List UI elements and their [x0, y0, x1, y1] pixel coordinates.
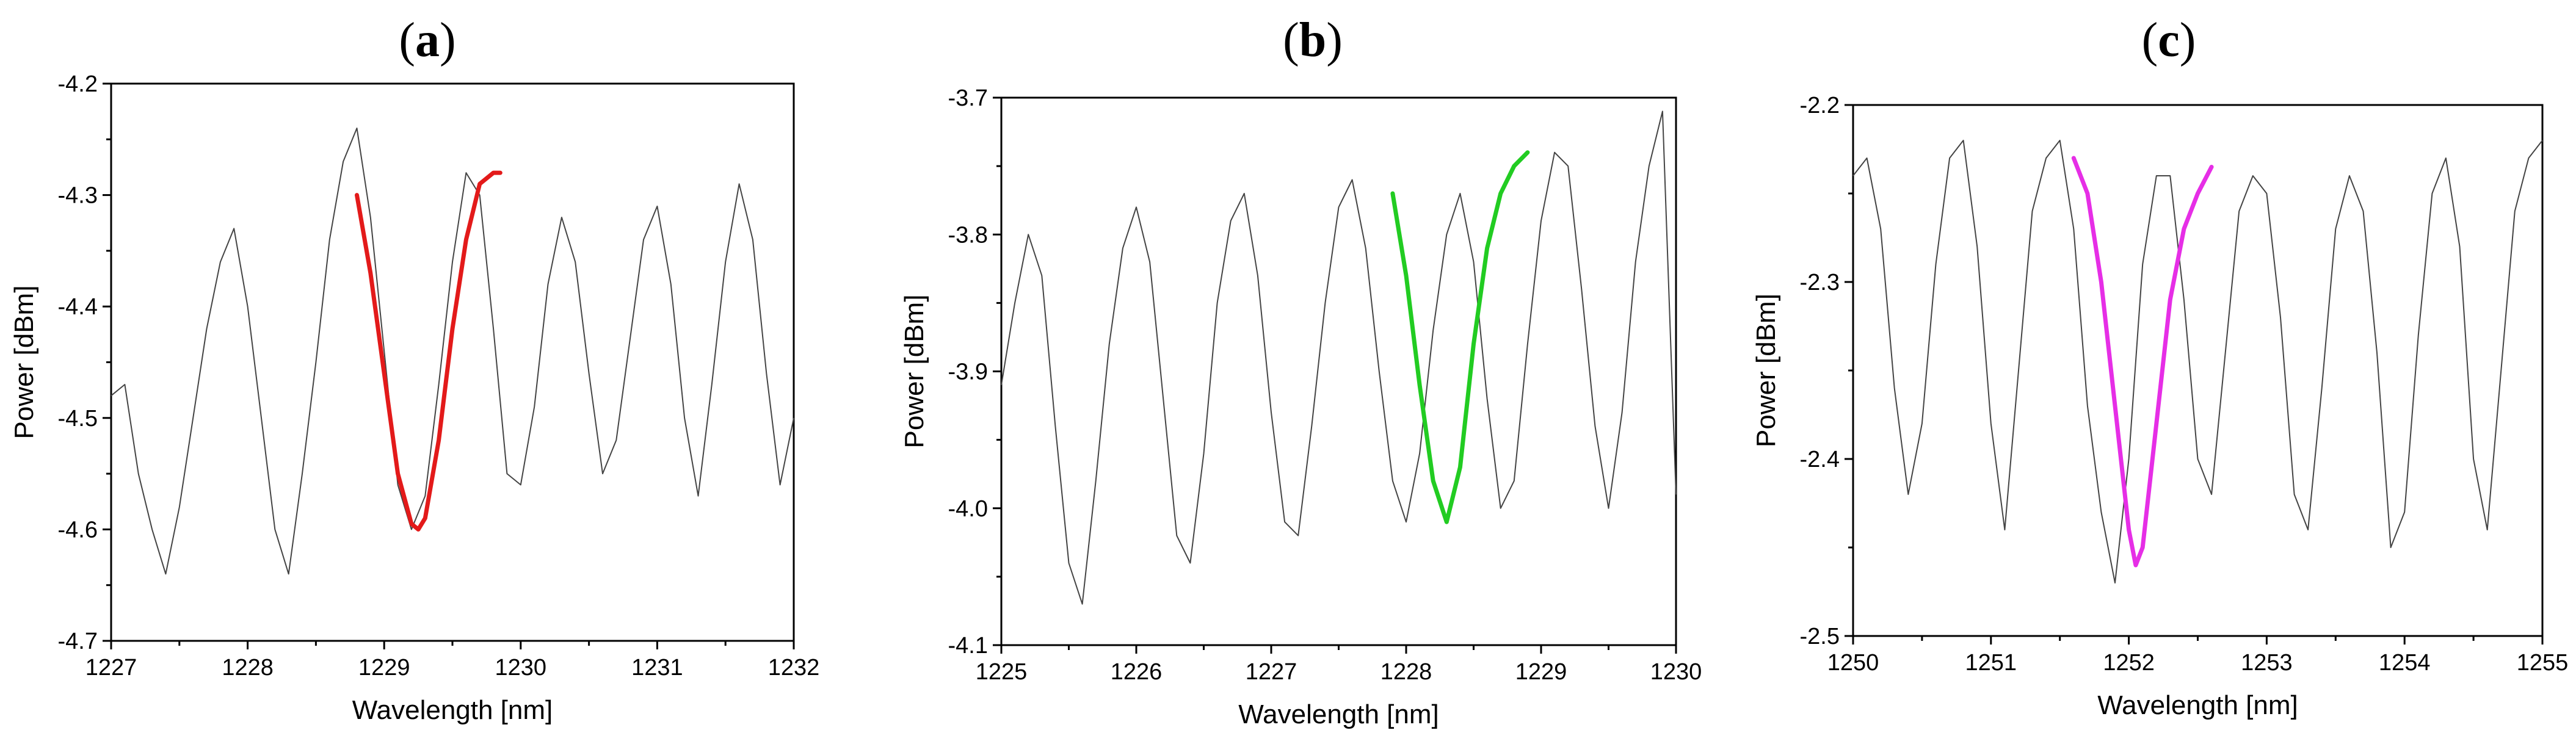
fit-curve	[355, 170, 503, 532]
x-tick-label: 1253	[2241, 650, 2293, 676]
y-tick-label: -4.5	[58, 406, 98, 432]
fit-curve	[2071, 156, 2214, 568]
y-tick-label: -4.0	[948, 496, 988, 522]
x-tick-label: 1251	[1965, 650, 2017, 676]
fit-curve	[1390, 150, 1530, 524]
y-tick-label: -4.4	[58, 294, 98, 320]
x-tick-label: 1255	[2517, 650, 2569, 676]
y-tick-label: -4.3	[58, 183, 98, 209]
plot-frame	[1852, 104, 2544, 637]
x-tick-label: 1231	[631, 655, 683, 681]
y-tick-label: -4.6	[58, 517, 98, 543]
x-tick-label: 1227	[85, 655, 137, 681]
y-tick-label: -3.8	[948, 222, 988, 248]
x-tick-label: 1225	[976, 659, 1028, 685]
panel-label-letter: a	[415, 13, 440, 67]
y-tick-label: -2.2	[1800, 93, 1840, 118]
x-tick-label: 1228	[1381, 659, 1432, 685]
y-tick-label: -4.7	[58, 629, 98, 654]
x-tick-label: 1230	[1650, 659, 1702, 685]
panel-label: (a)	[399, 13, 455, 67]
x-tick-label: 1226	[1111, 659, 1163, 685]
x-tick-label: 1227	[1246, 659, 1297, 685]
y-tick-label: -3.7	[948, 85, 988, 111]
x-tick-label: 1228	[222, 655, 274, 681]
x-tick-label: 1229	[358, 655, 410, 681]
x-tick-label: 1230	[495, 655, 547, 681]
y-tick-label: -2.3	[1800, 270, 1840, 295]
x-tick-label: 1250	[1827, 650, 1879, 676]
x-tick-label: 1252	[2103, 650, 2155, 676]
panel-label-letter: c	[2158, 13, 2180, 67]
y-axis-title: Power [dBm]	[9, 286, 39, 439]
y-axis-title: Power [dBm]	[899, 295, 929, 449]
panel-label-letter: b	[1299, 13, 1327, 67]
plot-frame	[110, 82, 795, 642]
x-tick-label: 1229	[1515, 659, 1567, 685]
x-axis-title: Wavelength [nm]	[352, 695, 553, 725]
x-axis-title: Wavelength [nm]	[2097, 690, 2298, 720]
panel-label: (c)	[2142, 13, 2196, 67]
measured-spectrum-line	[1852, 140, 2543, 583]
x-axis-title: Wavelength [nm]	[1238, 699, 1439, 729]
y-tick-label: -2.5	[1800, 624, 1840, 649]
measured-spectrum-line	[111, 128, 794, 575]
x-tick-label: 1232	[768, 655, 820, 681]
panel-label: (b)	[1283, 13, 1343, 67]
y-tick-label: -4.1	[948, 633, 988, 659]
chart-panel-b: (b) 1225 1226 1227 1228 1229 1230 -4.1 -4.0 -3.9 -…	[899, 13, 1702, 729]
y-axis-title: Power [dBm]	[1751, 294, 1781, 447]
y-tick-label: -4.2	[58, 71, 98, 97]
chart-panel-c: (c) 1250 1251 1252 1253 1254 1255 -2.5 -2.4 -2.3 -…	[1751, 13, 2568, 720]
chart-panel-a: (a) 1227 1228 1229 1230 1231 1232 -4.7 -4.6 -4.5 -…	[9, 13, 819, 725]
measured-spectrum-line	[1001, 110, 1677, 605]
x-tick-label: 1254	[2379, 650, 2431, 676]
figure-panels: (a) 1227 1228 1229 1230 1231 1232 -4.7 -4.6 -4.5 -…	[9, 13, 2568, 729]
y-tick-label: -3.9	[948, 359, 988, 385]
y-tick-label: -2.4	[1800, 447, 1840, 472]
plot-frame	[1000, 96, 1677, 646]
